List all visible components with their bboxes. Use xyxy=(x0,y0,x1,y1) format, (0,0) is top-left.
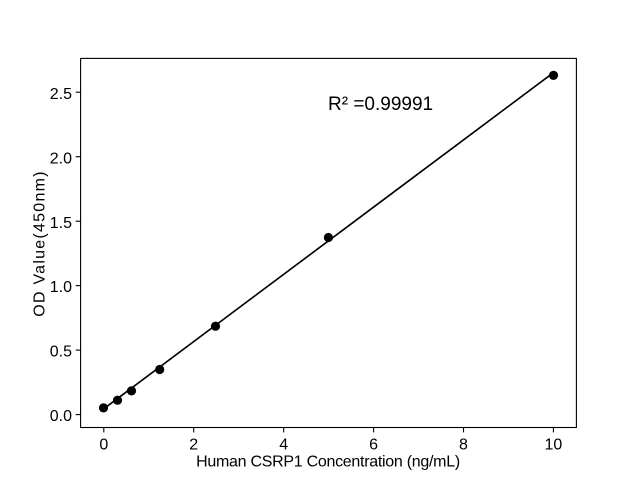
svg-text:Human CSRP1 Concentration (ng/: Human CSRP1 Concentration (ng/mL) xyxy=(196,453,460,470)
svg-text:1.5: 1.5 xyxy=(50,215,72,232)
svg-text:4: 4 xyxy=(279,437,288,454)
svg-text:R² =0.99991: R² =0.99991 xyxy=(328,94,433,115)
svg-text:1.0: 1.0 xyxy=(50,279,72,296)
svg-text:0.5: 0.5 xyxy=(50,344,72,361)
svg-text:0: 0 xyxy=(99,437,108,454)
svg-text:6: 6 xyxy=(369,437,378,454)
svg-text:OD Value(450nm): OD Value(450nm) xyxy=(32,170,49,317)
svg-text:0.0: 0.0 xyxy=(50,408,72,425)
svg-text:8: 8 xyxy=(459,437,468,454)
svg-text:2.0: 2.0 xyxy=(50,150,72,167)
svg-text:2.5: 2.5 xyxy=(50,86,72,103)
svg-text:10: 10 xyxy=(545,437,563,454)
svg-text:2: 2 xyxy=(189,437,198,454)
